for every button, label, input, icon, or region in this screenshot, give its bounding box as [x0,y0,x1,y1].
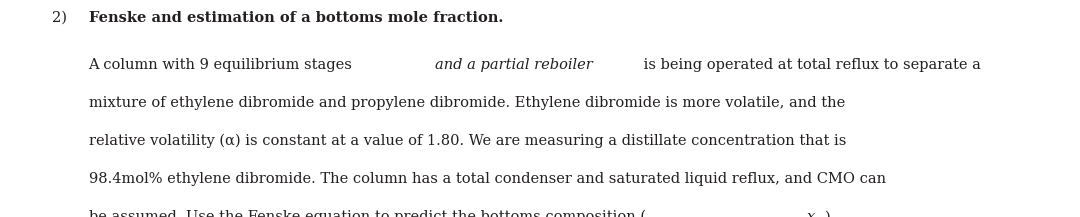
Text: 98.4mol% ethylene dibromide. The column has a total condenser and saturated liqu: 98.4mol% ethylene dibromide. The column … [89,172,886,186]
Text: A column with 9 equilibrium stages: A column with 9 equilibrium stages [89,58,357,72]
Text: ).: ). [825,210,836,217]
Text: mixture of ethylene dibromide and propylene dibromide. Ethylene dibromide is mor: mixture of ethylene dibromide and propyl… [89,96,845,110]
Text: and a partial reboiler: and a partial reboiler [435,58,593,72]
Text: x: x [807,210,815,217]
Text: be assumed. Use the Fenske equation to predict the bottoms composition (: be assumed. Use the Fenske equation to p… [89,210,646,217]
Text: 2): 2) [52,11,67,25]
Text: relative volatility (α) is constant at a value of 1.80. We are measuring a disti: relative volatility (α) is constant at a… [89,134,846,148]
Text: is being operated at total reflux to separate a: is being operated at total reflux to sep… [638,58,981,72]
Text: Fenske and estimation of a bottoms mole fraction.: Fenske and estimation of a bottoms mole … [89,11,503,25]
